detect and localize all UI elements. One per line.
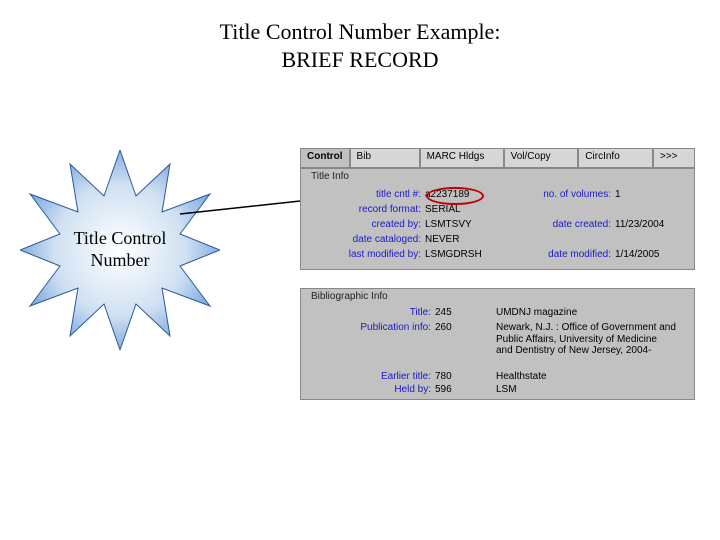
date-created-label: date created: bbox=[521, 219, 611, 230]
date-created-value: 11/23/2004 bbox=[615, 219, 664, 230]
starburst-line2: Number bbox=[91, 250, 150, 270]
bib-earlier-label: Earlier title: bbox=[311, 371, 431, 382]
tab-control[interactable]: Control bbox=[300, 148, 350, 168]
bib-title-label: Title: bbox=[311, 307, 431, 318]
no-volumes-label: no. of volumes: bbox=[521, 189, 611, 200]
bib-heldby-value: LSM bbox=[496, 384, 517, 396]
date-cataloged-label: date cataloged: bbox=[311, 234, 421, 245]
starburst-line1: Title Control bbox=[74, 228, 167, 248]
record-tabs: Control Bib MARC Hldgs Vol/Copy CircInfo… bbox=[300, 148, 695, 168]
title-info-panel: Title Info title cntl #: a2237189 no. of… bbox=[300, 168, 695, 270]
bib-heldby-label: Held by: bbox=[311, 384, 431, 395]
created-by-label: created by: bbox=[311, 219, 421, 230]
title-info-group-label: Title Info bbox=[309, 171, 351, 182]
bib-heldby-tag: 596 bbox=[435, 384, 461, 395]
bib-earlier-tag: 780 bbox=[435, 371, 461, 382]
date-modified-label: date modified: bbox=[521, 249, 611, 260]
tab-circinfo[interactable]: CircInfo bbox=[578, 148, 653, 168]
slide-title: Title Control Number Example: BRIEF RECO… bbox=[0, 18, 720, 73]
created-by-value: LSMTSVY bbox=[425, 219, 472, 230]
tab-bib[interactable]: Bib bbox=[350, 148, 420, 168]
bib-pub-tag: 260 bbox=[435, 322, 461, 333]
title-line2: BRIEF RECORD bbox=[281, 47, 438, 72]
starburst-callout: Title Control Number bbox=[20, 150, 220, 350]
starburst-label: Title Control Number bbox=[20, 228, 220, 271]
bib-title-value: UMDNJ magazine bbox=[496, 307, 577, 319]
last-modified-by-label: last modified by: bbox=[311, 249, 421, 260]
title-cntl-label: title cntl #: bbox=[311, 189, 421, 200]
record-format-value: SERIAL bbox=[425, 204, 461, 215]
tab-more[interactable]: >>> bbox=[653, 148, 695, 168]
bib-info-group-label: Bibliographic Info bbox=[309, 291, 390, 302]
date-modified-value: 1/14/2005 bbox=[615, 249, 660, 260]
bib-title-tag: 245 bbox=[435, 307, 461, 318]
last-modified-by-value: LSMGDRSH bbox=[425, 249, 482, 260]
tab-marc-hldgs[interactable]: MARC Hldgs bbox=[420, 148, 504, 168]
date-cataloged-value: NEVER bbox=[425, 234, 459, 245]
bib-earlier-value: Healthstate bbox=[496, 371, 547, 383]
tab-vol-copy[interactable]: Vol/Copy bbox=[504, 148, 579, 168]
bib-pub-value: Newark, N.J. : Office of Government and … bbox=[496, 322, 676, 357]
title-cntl-value: a2237189 bbox=[425, 189, 470, 200]
bibliographic-info-panel: Bibliographic Info Title: 245 UMDNJ maga… bbox=[300, 288, 695, 400]
no-volumes-value: 1 bbox=[615, 189, 621, 200]
record-format-label: record format: bbox=[311, 204, 421, 215]
bib-pub-label: Publication info: bbox=[311, 322, 431, 333]
title-line1: Title Control Number Example: bbox=[220, 19, 501, 44]
